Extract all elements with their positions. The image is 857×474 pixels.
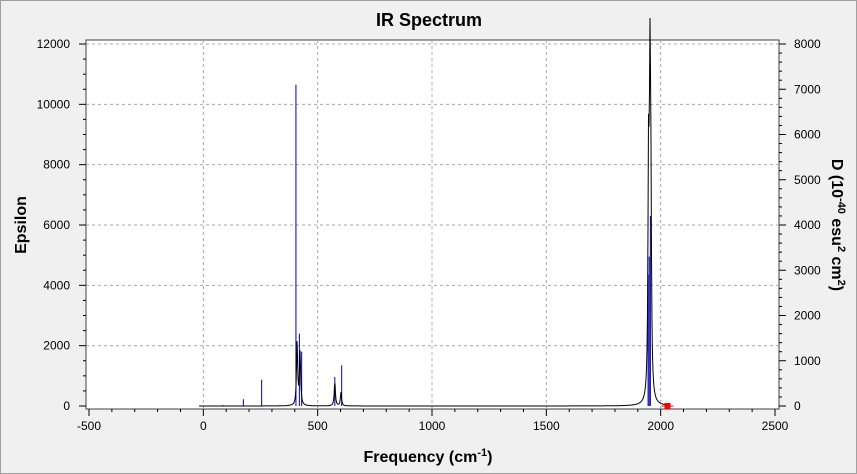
x-tick-label: -500 (77, 419, 101, 433)
frequency-marker[interactable] (661, 403, 674, 409)
x-tick-label: 500 (308, 419, 328, 433)
x-tick-label: 0 (200, 419, 207, 433)
y-right-tick-label: 0 (794, 399, 801, 413)
x-tick-label: 1000 (419, 419, 446, 433)
y-right-tick-label: 3000 (794, 263, 821, 277)
y-right-tick-label: 5000 (794, 173, 821, 187)
y-right-tick-label: 2000 (794, 309, 821, 323)
y-left-tick-label: 0 (63, 399, 70, 413)
grid-lines (86, 40, 779, 409)
spectrum-line (199, 17, 669, 407)
y-right-tick-label: 4000 (794, 218, 821, 232)
y-left-tick-label: 12000 (37, 37, 71, 51)
chart-title: IR Spectrum (376, 10, 482, 30)
y-right-tick-label: 1000 (794, 354, 821, 368)
x-tick-label: 1500 (533, 419, 560, 433)
y-right-tick-label: 6000 (794, 128, 821, 142)
y-left-tick-label: 2000 (43, 339, 70, 353)
y-right-tick-label: 8000 (794, 37, 821, 51)
axis-ticks: -500 0 500 1000 1500 2000 2500 0 2000 4000 6000 800… (37, 37, 821, 433)
y-axis-left-title: Epsilon (13, 196, 30, 254)
y-left-tick-label: 8000 (43, 158, 70, 172)
x-tick-label: 2500 (762, 419, 789, 433)
y-right-tick-label: 7000 (794, 82, 821, 96)
y-axis-right-title: D (10-40 esu2 cm2) (828, 159, 847, 291)
y-left-tick-label: 4000 (43, 278, 70, 292)
x-axis-title: Frequency (cm-1) (364, 447, 493, 466)
y-left-tick-label: 6000 (43, 218, 70, 232)
y-left-tick-label: 10000 (37, 97, 71, 111)
x-tick-label: 2000 (647, 419, 674, 433)
